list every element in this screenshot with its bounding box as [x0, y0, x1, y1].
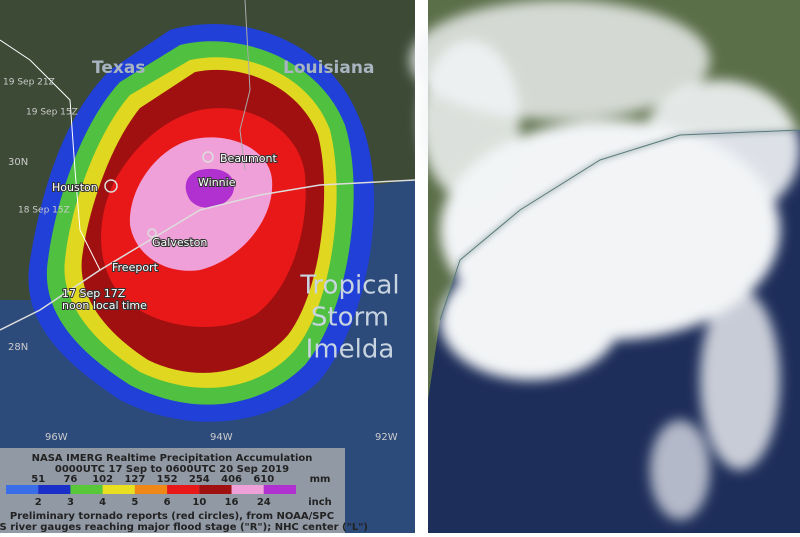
city-label: Winnie: [198, 176, 236, 189]
legend-mm-label: 51: [31, 474, 45, 485]
legend-swatch: [38, 485, 71, 494]
legend-inch-label: 10: [192, 497, 206, 508]
legend-swatch: [231, 485, 264, 494]
legend-mm-label: 102: [92, 474, 113, 485]
cloud: [640, 80, 800, 220]
cloud: [650, 420, 710, 520]
lat-label: 28N: [8, 342, 28, 353]
legend-inch-label: 24: [257, 497, 271, 508]
city-label: Houston: [52, 181, 98, 194]
cloud: [700, 290, 780, 470]
city-dot: [147, 228, 157, 238]
storm-name: Tropical: [299, 271, 399, 301]
coastline: [439, 129, 800, 321]
track-label: 17 Sep 17Z: [62, 287, 126, 300]
cloud-mass: [410, 0, 800, 520]
city-dot: [104, 179, 118, 193]
satellite-image: [410, 0, 800, 533]
state-label: Louisiana: [283, 58, 374, 78]
track-label: noon local time: [62, 299, 147, 312]
legend-inch-label: 3: [67, 497, 74, 508]
legend-inch-label: 4: [99, 497, 106, 508]
storm-track: [0, 39, 101, 271]
storm-name: Imelda: [306, 335, 395, 365]
legend-inch-label: 2: [35, 497, 42, 508]
legend-mm-label: 406: [221, 474, 242, 485]
state-border: [239, 0, 251, 171]
legend-note: USGS river gauges reaching major flood s…: [0, 522, 368, 533]
legend-swatch: [6, 485, 39, 494]
legend-period: 0000UTC 17 Sep to 0600UTC 20 Sep 2019: [55, 464, 289, 475]
lon-label: 94W: [210, 432, 233, 443]
legend-swatch: [70, 485, 103, 494]
cloud: [440, 260, 620, 380]
lon-label: 92W: [375, 432, 398, 443]
legend-mm-label: 76: [63, 474, 77, 485]
track-label: 18 Sep 15Z: [18, 206, 70, 216]
legend-swatch: [199, 485, 232, 494]
legend-mm-label: 610: [253, 474, 274, 485]
city-label: Beaumont: [220, 152, 277, 165]
legend-mm-label: 127: [124, 474, 145, 485]
legend-swatch: [167, 485, 200, 494]
city-label: Freeport: [112, 261, 159, 274]
state-label: Texas: [92, 58, 145, 78]
precip-max: [185, 168, 235, 208]
city-label: Galveston: [152, 236, 207, 249]
legend-mm-label: 152: [157, 474, 178, 485]
legend-swatch: [102, 485, 135, 494]
legend-note: Preliminary tornado reports (red circles…: [10, 511, 334, 522]
coastline: [0, 179, 416, 331]
track-label: 19 Sep 21Z: [3, 78, 55, 88]
cloud: [420, 40, 520, 200]
lon-label: 96W: [45, 432, 68, 443]
legend-inch-label: 6: [164, 497, 171, 508]
tornado-markers: [104, 151, 214, 238]
legend-unit: mm: [310, 474, 331, 485]
precip-map: Texas Louisiana Houston Beaumont Winnie …: [0, 0, 416, 533]
legend-title: NASA IMERG Realtime Precipitation Accumu…: [32, 453, 313, 464]
legend-inch-label: 16: [225, 497, 239, 508]
legend-swatch: [134, 485, 168, 494]
legend-unit: inch: [308, 497, 332, 508]
legend-swatch: [263, 485, 296, 494]
legend-mm-label: 254: [189, 474, 210, 485]
lat-label: 30N: [8, 157, 28, 168]
legend-inch-label: 5: [131, 497, 138, 508]
track-label: 19 Sep 15Z: [26, 108, 78, 118]
storm-name: Storm: [311, 303, 389, 333]
city-dot: [202, 151, 214, 163]
